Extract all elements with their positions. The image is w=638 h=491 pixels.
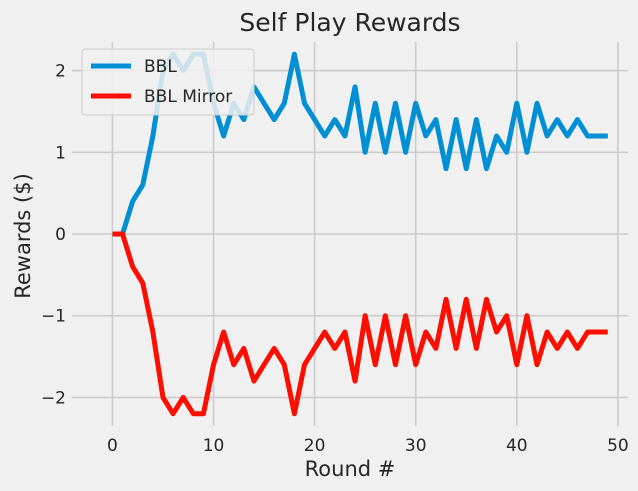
chart-title: Self Play Rewards <box>239 8 460 37</box>
x-tick-label: 30 <box>405 436 427 456</box>
y-tick-label: 0 <box>55 225 66 245</box>
x-tick-label: 20 <box>304 436 326 456</box>
x-tick-label: 40 <box>506 436 528 456</box>
series-line-bbl-mirror <box>112 231 608 417</box>
y-tick-label: −2 <box>41 388 66 408</box>
y-axis-label: Rewards ($) <box>11 173 35 299</box>
legend-label-bbl-mirror: BBL Mirror <box>144 87 232 107</box>
x-tick-label: 50 <box>607 436 629 456</box>
tick-labels: 0 10 20 30 40 50 −2 −1 0 1 2 <box>41 62 629 456</box>
x-tick-label: 0 <box>107 436 118 456</box>
y-tick-label: −1 <box>41 307 66 327</box>
x-axis-label: Round # <box>305 457 396 481</box>
legend-label-bbl: BBL <box>144 57 177 77</box>
x-tick-label: 10 <box>203 436 225 456</box>
grid <box>72 42 628 426</box>
y-tick-label: 2 <box>55 62 66 82</box>
legend: BBL BBL Mirror <box>81 48 255 116</box>
y-tick-label: 1 <box>55 143 66 163</box>
